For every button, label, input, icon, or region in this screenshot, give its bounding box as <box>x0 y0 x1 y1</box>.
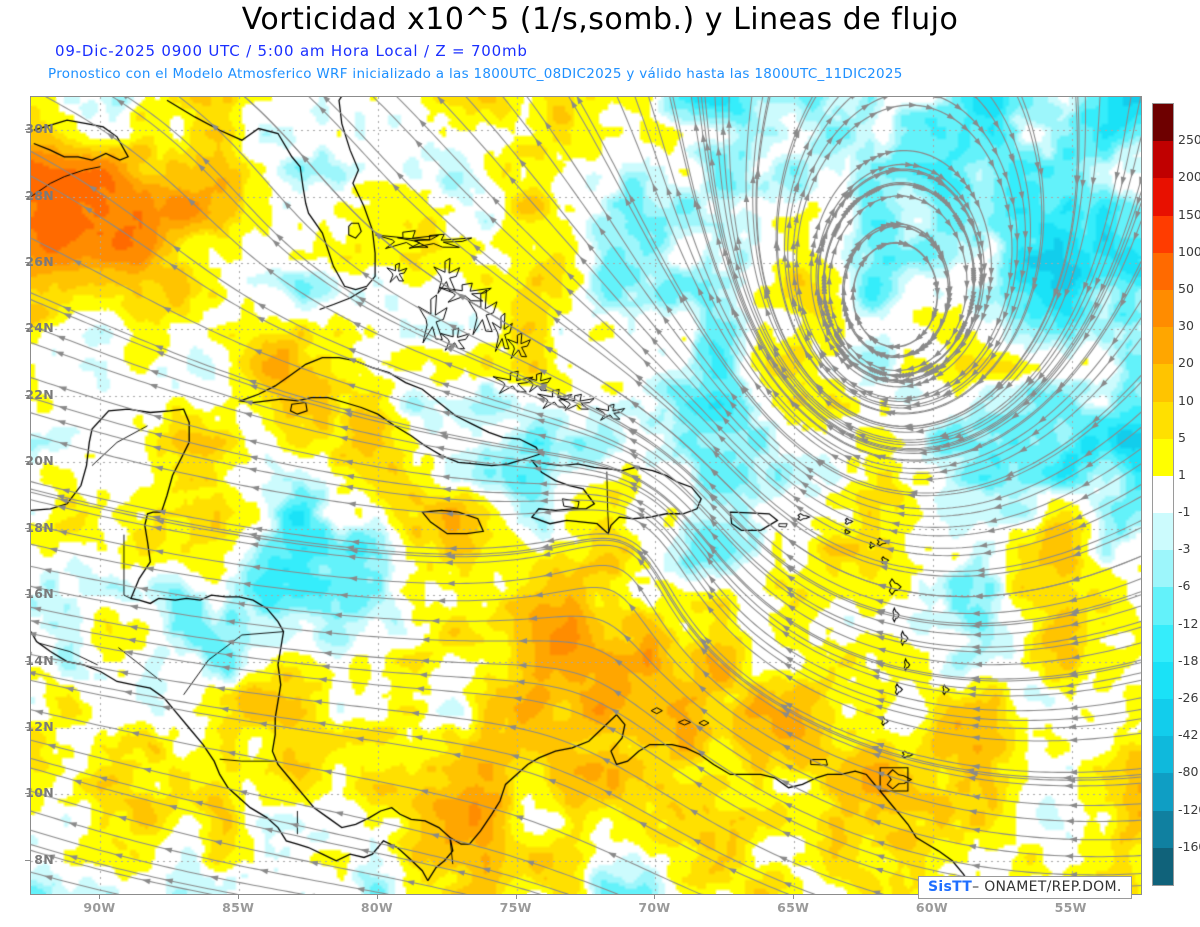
colorbar-tick-label: -18 <box>1178 652 1199 668</box>
colorbar-segment <box>1153 661 1173 699</box>
x-tick-mark <box>238 894 240 899</box>
y-tick-mark <box>25 328 30 330</box>
colorbar-tick-label: -160 <box>1178 838 1200 854</box>
colorbar-tick-label: -120 <box>1178 801 1200 817</box>
y-tick-label: 22N <box>25 386 54 402</box>
y-tick-label: 28N <box>25 187 54 203</box>
y-tick-label: 24N <box>25 320 54 336</box>
y-tick-label: 30N <box>25 121 54 137</box>
colorbar-segment <box>1153 624 1173 662</box>
colorbar-tick-label: 1 <box>1178 466 1186 482</box>
y-tick-label: 14N <box>25 652 54 668</box>
y-tick-label: 20N <box>25 453 54 469</box>
y-tick-mark <box>25 461 30 463</box>
colorbar-segment <box>1153 550 1173 588</box>
x-tick-mark <box>654 894 656 899</box>
y-tick-mark <box>25 195 30 197</box>
x-tick-label: 90W <box>83 900 116 915</box>
colorbar-tick-label: -12 <box>1178 615 1199 631</box>
y-tick-mark <box>25 262 30 264</box>
x-tick-label: 75W <box>499 900 532 915</box>
colorbar <box>1152 103 1174 886</box>
y-tick-mark <box>25 660 30 662</box>
y-tick-mark <box>25 726 30 728</box>
x-tick-label: 85W <box>222 900 255 915</box>
subtitle-model-info: Pronostico con el Modelo Atmosferico WRF… <box>48 66 903 82</box>
x-tick-mark <box>376 894 378 899</box>
colorbar-segment <box>1153 401 1173 439</box>
colorbar-segment <box>1153 327 1173 365</box>
y-tick-mark <box>25 394 30 396</box>
x-tick-label: 55W <box>1054 900 1087 915</box>
colorbar-tick-label: 50 <box>1178 280 1194 296</box>
colorbar-tick-label: -1 <box>1178 504 1191 520</box>
x-tick-label: 80W <box>360 900 393 915</box>
colorbar-tick-label: 250 <box>1178 132 1200 148</box>
x-tick-mark <box>99 894 101 899</box>
colorbar-segment <box>1153 364 1173 402</box>
y-tick-mark <box>25 859 30 861</box>
colorbar-tick-label: 100 <box>1178 243 1200 259</box>
colorbar-segment <box>1153 438 1173 476</box>
y-tick-label: 26N <box>25 254 54 270</box>
vorticity-streamline-map <box>31 97 1141 894</box>
x-tick-label: 70W <box>638 900 671 915</box>
colorbar-segment <box>1153 289 1173 328</box>
colorbar-tick-label: 5 <box>1178 429 1186 445</box>
colorbar-segment <box>1153 699 1173 737</box>
colorbar-tick-label: -3 <box>1178 541 1191 557</box>
y-tick-label: 8N <box>34 851 54 867</box>
y-tick-mark <box>25 527 30 529</box>
map-plot-area <box>30 96 1142 895</box>
colorbar-segment <box>1153 252 1173 290</box>
colorbar-segment <box>1153 513 1173 551</box>
subtitle-datetime: 09-Dic-2025 0900 UTC / 5:00 am Hora Loca… <box>55 42 528 60</box>
colorbar-tick-label: 200 <box>1178 169 1200 185</box>
colorbar-tick-label: -42 <box>1178 727 1199 743</box>
y-tick-label: 16N <box>25 586 54 602</box>
brand-label: SisTT <box>928 879 973 895</box>
attribution-separator: – <box>972 879 980 895</box>
y-tick-label: 10N <box>25 785 54 801</box>
colorbar-segment <box>1153 141 1173 179</box>
colorbar-segment <box>1153 104 1173 142</box>
colorbar-segment <box>1153 736 1173 774</box>
colorbar-segment <box>1153 773 1173 811</box>
x-tick-mark <box>793 894 795 899</box>
colorbar-tick-label: 10 <box>1178 392 1194 408</box>
colorbar-tick-label: 30 <box>1178 318 1194 334</box>
colorbar-segment <box>1153 810 1173 848</box>
colorbar-tick-label: 150 <box>1178 206 1200 222</box>
colorbar-segment <box>1153 178 1173 216</box>
colorbar-tick-label: -26 <box>1178 690 1199 706</box>
colorbar-segment <box>1153 587 1173 625</box>
y-tick-mark <box>25 594 30 596</box>
agency-label: ONAMET/REP.DOM. <box>984 879 1122 895</box>
y-tick-mark <box>25 129 30 131</box>
x-tick-label: 65W <box>777 900 810 915</box>
colorbar-segment <box>1153 215 1173 253</box>
colorbar-tick-label: 20 <box>1178 355 1194 371</box>
y-tick-label: 12N <box>25 718 54 734</box>
x-tick-label: 60W <box>915 900 948 915</box>
y-tick-mark <box>25 793 30 795</box>
colorbar-tick-label: -6 <box>1178 578 1191 594</box>
attribution-badge: SisTT– ONAMET/REP.DOM. <box>918 876 1132 899</box>
colorbar-segment <box>1153 847 1173 885</box>
y-tick-label: 18N <box>25 519 54 535</box>
page-title: Vorticidad x10^5 (1/s,somb.) y Lineas de… <box>241 2 959 37</box>
colorbar-tick-label: -80 <box>1178 764 1199 780</box>
x-tick-mark <box>515 894 517 899</box>
colorbar-segment <box>1153 475 1173 514</box>
